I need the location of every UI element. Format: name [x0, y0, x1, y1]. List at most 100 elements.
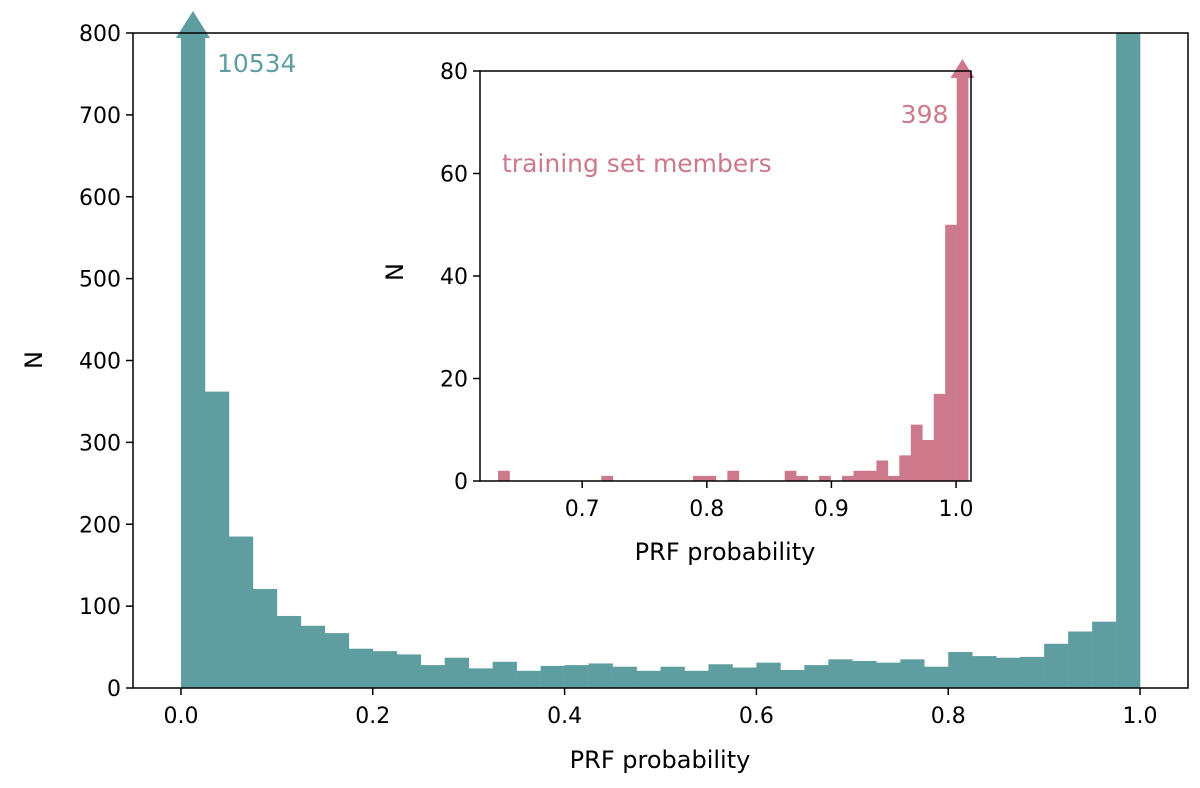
main-overflow-count: 10534	[217, 49, 297, 78]
main-bar	[468, 668, 493, 688]
main-bar	[972, 656, 997, 688]
main-bar	[420, 665, 446, 688]
inset-bar	[876, 460, 889, 481]
main-bar	[612, 666, 637, 688]
inset-x-tick-label: 0.9	[814, 497, 849, 522]
main-y-tick-label: 100	[79, 595, 121, 620]
main-x-tick-label: 0.8	[931, 704, 966, 729]
main-bar	[852, 660, 877, 688]
main-y-tick-label: 600	[79, 186, 121, 211]
main-x-ticks: 0.0 0.2 0.4 0.6 0.8 1.0	[163, 688, 1158, 729]
inset-x-tick-label: 0.8	[689, 497, 724, 522]
main-bar	[1068, 631, 1093, 688]
main-bar	[756, 662, 781, 688]
main-bar	[276, 615, 302, 688]
main-bar	[372, 651, 398, 688]
inset-y-tick-label: 0	[454, 470, 468, 495]
main-bar	[924, 666, 949, 688]
inset-y-axis-label: N	[381, 263, 409, 281]
inset-bar	[922, 440, 935, 481]
inset-bar	[887, 475, 900, 482]
main-bars	[180, 33, 1141, 688]
main-bar	[828, 659, 853, 688]
main-bar	[228, 536, 254, 688]
inset-bars	[498, 71, 969, 482]
main-y-tick-label: 700	[79, 104, 121, 129]
inset-bar	[853, 470, 866, 481]
main-bar	[300, 625, 326, 688]
inset-bar	[498, 470, 510, 481]
main-bar	[588, 663, 613, 688]
main-bar	[1116, 33, 1141, 688]
main-bar	[444, 657, 469, 688]
main-bar	[780, 669, 805, 688]
main-bar	[204, 391, 230, 688]
main-y-axis-label: N	[20, 351, 48, 369]
main-bar	[1092, 621, 1117, 688]
main-y-tick-label: 0	[107, 677, 121, 702]
inset-x-axis-label: PRF probability	[635, 538, 816, 566]
main-x-tick-label: 1.0	[1123, 704, 1158, 729]
main-bar	[948, 651, 973, 688]
inset-bar	[842, 475, 854, 482]
inset-bar	[945, 224, 957, 481]
main-x-tick-label: 0.4	[547, 704, 582, 729]
inset-x-tick-label: 0.7	[565, 497, 600, 522]
main-bar	[516, 670, 541, 688]
main-bar	[540, 665, 565, 688]
main-bar	[1044, 643, 1069, 688]
main-bar	[684, 670, 709, 688]
main-bar	[636, 670, 661, 688]
inset-bar	[727, 470, 740, 481]
main-x-tick-label: 0.2	[355, 704, 390, 729]
main-bar	[396, 654, 422, 688]
inset-annotation: 398	[901, 59, 975, 129]
main-y-tick-label: 500	[79, 268, 121, 293]
main-x-axis-label: PRF probability	[570, 746, 751, 774]
main-y-tick-label: 200	[79, 513, 121, 538]
inset-bar	[899, 455, 912, 482]
inset-x-tick-label: 1.0	[939, 497, 974, 522]
main-y-ticks: 0 100 200 300 400 500 600 700 800	[79, 22, 133, 702]
main-x-tick-label: 0.6	[739, 704, 774, 729]
main-bar	[804, 665, 829, 688]
inset-bar	[692, 475, 705, 482]
inset-bar	[819, 475, 831, 482]
inset-legend-text: training set members	[502, 149, 772, 178]
main-bar	[324, 633, 350, 688]
main-bar	[732, 667, 757, 688]
main-x-tick-label: 0.0	[163, 704, 198, 729]
inset-bar	[864, 470, 877, 481]
inset-background	[480, 71, 971, 481]
inset-y-tick-label: 60	[440, 163, 468, 188]
main-bar	[660, 666, 685, 688]
inset-bar	[784, 470, 797, 481]
inset-bar	[933, 393, 946, 482]
main-bar	[180, 33, 206, 688]
inset-bar	[910, 424, 923, 482]
inset-bar	[601, 475, 614, 482]
main-arrow-head	[175, 11, 210, 38]
inset-bar	[704, 475, 717, 482]
main-bar	[564, 665, 589, 688]
inset-y-tick-label: 80	[440, 60, 468, 85]
main-bar	[876, 662, 901, 688]
main-annotation: 10534	[175, 11, 297, 78]
main-y-tick-label: 800	[79, 22, 121, 47]
main-bar	[900, 659, 925, 688]
main-bar	[492, 661, 517, 688]
inset-y-tick-label: 40	[440, 265, 468, 290]
main-bar	[348, 648, 374, 688]
main-bar	[708, 664, 733, 688]
inset-bar	[796, 475, 808, 482]
main-y-tick-label: 300	[79, 431, 121, 456]
main-bar	[1020, 656, 1045, 688]
inset-arrow-head	[950, 59, 975, 78]
main-bar	[996, 657, 1021, 688]
inset-y-tick-label: 20	[440, 368, 468, 393]
inset-overflow-count: 398	[901, 100, 949, 129]
main-bar	[252, 588, 278, 688]
inset-bar	[956, 71, 969, 481]
